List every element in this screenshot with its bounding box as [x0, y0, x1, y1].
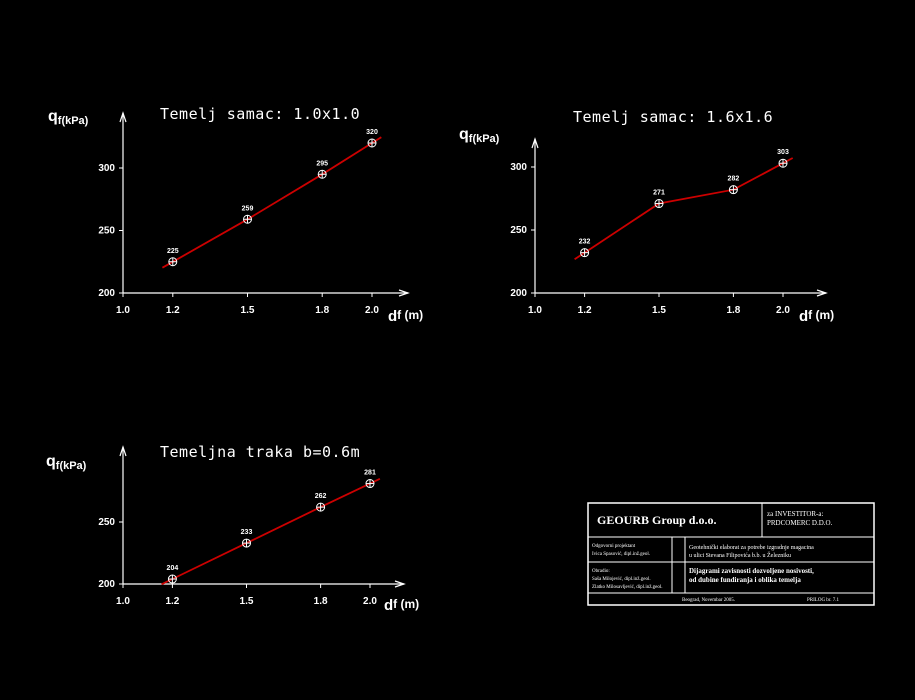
investor-label: za INVESTITOR-a:: [767, 510, 823, 518]
data-label: 271: [653, 190, 665, 197]
chart-title: Temelj samac: 1.0x1.0: [160, 105, 360, 123]
y-tick-label: 300: [98, 163, 115, 174]
y-tick-label: 300: [510, 162, 527, 173]
title-block-frame: [587, 502, 875, 606]
data-label: 233: [241, 529, 253, 536]
y-axis-label-sub: f(kPa): [469, 133, 500, 145]
chart-3: Temeljna traka b=0.6m qf(kPa) df (m) 1.0…: [46, 443, 419, 614]
data-label: 259: [242, 205, 254, 212]
y-axis-label-sub: f(kPa): [58, 115, 89, 127]
y-axis-label-main: q: [46, 453, 56, 470]
data-label: 320: [366, 129, 378, 136]
project-description-line: u ulici Stevana Filipovića b.b. u Železn…: [689, 551, 791, 559]
series-line: [574, 157, 794, 261]
investor-name: PRDCOMERC D.D.O.: [767, 519, 833, 527]
y-axis-label-main: q: [48, 108, 58, 125]
x-tick-label: 1.0: [116, 305, 130, 316]
data-label: 303: [777, 149, 789, 156]
drawing-title-line: od dubine fundiranja i oblika temelja: [689, 576, 801, 584]
y-axis-label-main: q: [459, 126, 469, 143]
data-label: 232: [579, 239, 591, 246]
x-axis-label: df (m): [384, 597, 419, 614]
y-axis-label-sub: f(kPa): [56, 460, 87, 472]
x-tick-label: 1.8: [315, 305, 329, 316]
x-axis-arrow: [394, 580, 406, 588]
x-axis-label-main: d: [388, 308, 397, 325]
data-label: 262: [315, 493, 327, 500]
data-label: 295: [316, 160, 328, 167]
x-tick-label: 1.8: [726, 305, 740, 316]
x-axis-label-sub: f (m): [393, 597, 419, 611]
x-tick-label: 1.2: [165, 596, 179, 607]
y-axis-arrow: [119, 111, 127, 123]
data-label: 281: [364, 470, 376, 477]
author-name: Zlatko Milosavljević, dipl.inž.geol.: [592, 585, 663, 590]
y-axis-label: qf(kPa): [48, 108, 89, 127]
x-tick-label: 1.2: [578, 305, 592, 316]
x-tick-label: 2.0: [365, 305, 379, 316]
series-line: [161, 477, 381, 586]
x-axis-label: df (m): [388, 308, 423, 325]
chart-title: Temelj samac: 1.6x1.6: [573, 108, 773, 126]
data-label: 225: [167, 248, 179, 255]
x-tick-label: 2.0: [776, 305, 790, 316]
x-axis-label-sub: f (m): [397, 308, 423, 322]
chart-1: Temelj samac: 1.0x1.0 qf(kPa) df (m) 1.0…: [48, 105, 423, 325]
x-tick-label: 1.0: [116, 596, 130, 607]
chart-2: Temelj samac: 1.6x1.6 qf(kPa) df (m) 1.0…: [459, 108, 834, 325]
y-tick-label: 200: [510, 288, 527, 299]
y-tick-label: 200: [98, 288, 115, 299]
series-line: [161, 136, 382, 269]
y-tick-label: 250: [510, 225, 527, 236]
y-axis-arrow: [531, 137, 539, 149]
drawing-title-line: Dijagrami zavisnosti dozvoljene nosivost…: [689, 567, 814, 575]
responsible-name: Ivica Spasović, dipl.inž.geol.: [592, 552, 650, 557]
x-tick-label: 1.5: [240, 596, 254, 607]
x-tick-label: 2.0: [363, 596, 377, 607]
y-tick-label: 200: [98, 579, 115, 590]
x-tick-label: 1.8: [314, 596, 328, 607]
x-axis-label-main: d: [799, 308, 808, 325]
data-label: 204: [167, 565, 179, 572]
x-axis-arrow: [398, 289, 410, 297]
y-axis-label: qf(kPa): [459, 126, 500, 145]
title-block: GEOURB Group d.o.o. za INVESTITOR-a: PRD…: [587, 502, 875, 606]
project-description-line: Geotehnički elaborat za potrebe izgradnj…: [689, 545, 814, 551]
place-date: Beograd, Novembar 2005.: [682, 598, 735, 603]
chart-title: Temeljna traka b=0.6m: [160, 443, 360, 461]
authors-label: Obradio:: [592, 569, 610, 574]
y-tick-label: 250: [98, 226, 115, 237]
x-axis-label-main: d: [384, 597, 393, 614]
responsible-label: Odgovorni projektant: [592, 544, 636, 549]
x-axis-label-sub: f (m): [808, 308, 834, 322]
x-tick-label: 1.5: [652, 305, 666, 316]
data-label: 282: [728, 176, 740, 183]
x-tick-label: 1.2: [166, 305, 180, 316]
sheet-number: PRILOG br. 7.1: [807, 598, 839, 603]
x-axis-label: df (m): [799, 308, 834, 325]
x-tick-label: 1.0: [528, 305, 542, 316]
y-tick-label: 250: [98, 517, 115, 528]
y-axis-label: qf(kPa): [46, 453, 87, 472]
x-axis-arrow: [816, 289, 828, 297]
x-tick-label: 1.5: [241, 305, 255, 316]
y-axis-arrow: [119, 445, 127, 457]
author-name: Saša Milojević, dipl.inž.geol.: [592, 577, 651, 582]
company-name: GEOURB Group d.o.o.: [597, 513, 716, 527]
